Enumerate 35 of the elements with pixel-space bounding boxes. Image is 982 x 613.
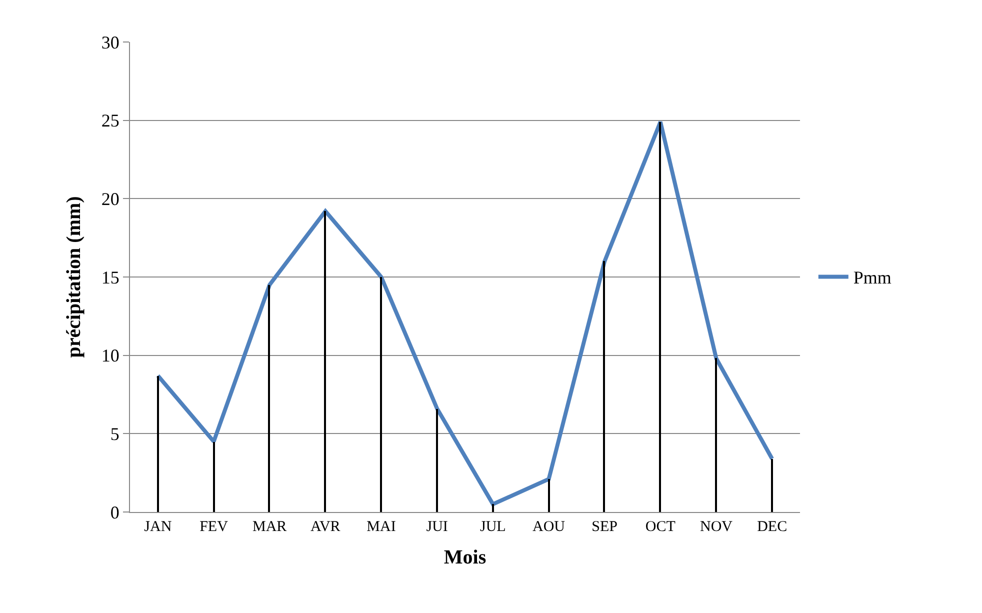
x-tick-label: MAR [252, 519, 287, 535]
x-tick-label: DEC [757, 519, 788, 535]
y-tick-label: 30 [101, 32, 120, 52]
x-tick-label: OCT [645, 519, 676, 535]
x-tick-label: FEV [200, 519, 228, 535]
x-tick-label: SEP [592, 519, 618, 535]
x-tick-label: AOU [532, 519, 566, 535]
x-tick-label: NOV [700, 519, 733, 535]
x-tick-label: JAN [144, 519, 172, 535]
bar [492, 504, 494, 512]
x-axis-title: Mois [444, 546, 486, 568]
bar [548, 479, 550, 512]
bar [157, 376, 159, 512]
y-tick-label: 15 [101, 267, 120, 288]
y-tick-label: 10 [101, 346, 120, 366]
bar [603, 261, 605, 512]
bar [436, 409, 438, 512]
y-axis-title: précipitation (mm) [62, 196, 85, 358]
x-tick-label: AVR [310, 519, 340, 535]
y-tick-label: 0 [110, 502, 120, 522]
y-tick-label: 5 [110, 424, 120, 444]
bar [324, 211, 326, 512]
bar [380, 277, 382, 512]
bar [659, 122, 661, 512]
bar [213, 442, 215, 512]
y-tick-label: 25 [101, 110, 120, 131]
y-tick-label: 20 [101, 188, 120, 209]
bar [771, 459, 773, 512]
line-series [156, 120, 774, 506]
x-tick-label: JUI [426, 519, 448, 535]
bar [715, 358, 717, 512]
bar [268, 285, 270, 512]
x-tick-label: MAI [366, 519, 396, 535]
legend-label: Pmm [853, 268, 892, 288]
x-tick-label: JUL [480, 519, 506, 535]
